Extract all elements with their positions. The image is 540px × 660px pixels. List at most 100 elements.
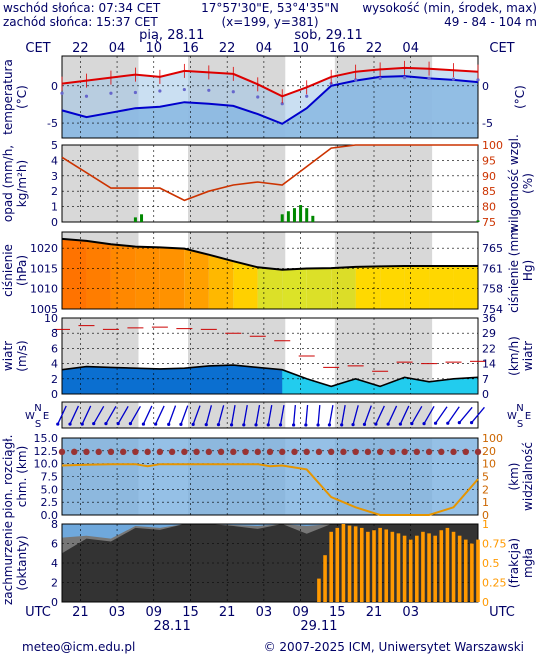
grid-point-text: (x=199, y=381)	[221, 15, 319, 29]
top-tick-label: 22	[366, 41, 383, 56]
cloud-left-tick: 6	[51, 538, 58, 551]
wind-direction-arrow	[267, 405, 273, 425]
wind-speed-line	[61, 364, 479, 388]
fog-bar	[463, 539, 468, 602]
precipitation-left-tick: 2	[51, 185, 58, 198]
precipitation-left-tick: 0	[51, 216, 58, 229]
cloud-ceiling-dot	[254, 448, 261, 456]
wind-direction-arrowhead	[56, 422, 60, 426]
fog-bar	[421, 531, 425, 602]
pressure-left-tick: 1015	[30, 262, 58, 275]
pressure-area	[110, 244, 136, 309]
precipitation-ylabel-right: (%)	[521, 173, 535, 194]
wind-speed-area-low	[282, 369, 478, 394]
cloud-ceiling-dot	[340, 448, 347, 456]
wind-direction-arrow	[328, 405, 334, 425]
fog-bar	[402, 535, 407, 602]
wind-direction-arrow	[155, 405, 165, 425]
wind-direction-arrowhead	[278, 423, 283, 427]
wind-right-tick: 36	[482, 312, 496, 325]
precipitation-ylabel-left: kg/m²h)	[15, 160, 29, 207]
temperature-dot	[231, 90, 235, 94]
cloud-left-tick: 0	[51, 596, 58, 609]
cloud-left-tick: 2	[51, 577, 58, 590]
precipitation-left-tick: 5	[51, 139, 58, 152]
pressure-ylabel-right: Hg)	[521, 260, 535, 281]
cloud-ceiling-dot	[71, 448, 78, 456]
fog-bar	[476, 539, 480, 602]
wind-ylabel-right: wiatr	[521, 341, 535, 371]
temperature-dot	[280, 102, 284, 106]
visibility-line	[61, 463, 479, 516]
temperature-dot	[305, 94, 309, 98]
pressure-ylabel-right: ciśnienie (mm	[507, 228, 521, 313]
wind-direction-arrow	[243, 405, 248, 425]
fog-bar	[359, 527, 364, 602]
fog-bar	[457, 535, 462, 602]
cloud-ceiling-dot	[230, 448, 237, 456]
visibility-right-tick: 100	[482, 432, 503, 445]
wind-direction-arrowhead	[128, 422, 133, 426]
cloud-left-tick: 8	[51, 518, 58, 531]
cloud-ceiling-dot	[83, 448, 90, 456]
compass-left-north: N	[34, 403, 41, 414]
wind-direction-arrow	[192, 405, 201, 425]
temperature-right-tick: 0	[482, 80, 489, 93]
temperature-line	[61, 66, 479, 98]
cloud-right-tick: 0.75	[482, 538, 507, 551]
bottom-tick-label: 21	[72, 605, 89, 620]
wind-left-tick: 10	[44, 312, 58, 325]
coordinates-text: 17°57'30"E, 53°4'35"N	[201, 1, 339, 15]
pressure-area	[331, 266, 356, 309]
pressure-ylabel-left: ciśnienie	[1, 244, 15, 297]
top-tick-label: 16	[182, 41, 199, 56]
precipitation-left-tick: 4	[51, 154, 58, 167]
fog-bar	[323, 555, 327, 602]
wind-direction-arrow	[375, 405, 385, 425]
cloud-right-tick: 0	[482, 596, 489, 609]
wind-right-tick: 22	[482, 342, 496, 355]
cloud-ceiling-dot	[193, 448, 200, 456]
bottom-tick-label: 15	[182, 605, 199, 620]
fog-bar	[366, 531, 370, 602]
pressure-area	[453, 266, 478, 309]
temperature-panel-border	[61, 55, 479, 139]
rain-bar	[311, 215, 315, 222]
wind-direction-arrow	[93, 406, 105, 424]
pressure-area	[159, 247, 185, 309]
pressure-right-tick: 758	[482, 283, 503, 296]
fog-bar	[396, 533, 401, 602]
wind-left-tick: 8	[51, 327, 58, 340]
fog-bar	[427, 533, 431, 602]
rain-bar	[133, 217, 137, 222]
dew-point-line	[61, 75, 479, 125]
temperature-dot	[402, 76, 407, 80]
cloud-ceiling-dot	[438, 448, 445, 456]
wind-direction-arrowhead	[116, 422, 120, 426]
precipitation-night-band	[62, 145, 139, 222]
temperature-dot	[182, 87, 186, 92]
humidity-line	[61, 144, 478, 202]
fog-bar	[329, 531, 333, 602]
visibility-right-tick: 20	[482, 445, 496, 458]
wind-direction-arrow	[129, 406, 141, 424]
temperature-right-tick: -5	[482, 117, 493, 130]
wind-left-tick: 4	[51, 358, 58, 371]
fog-bar	[451, 531, 456, 602]
cloud-ceiling-dot	[376, 448, 384, 456]
pressure-left-tick: 1005	[30, 303, 58, 316]
fog-bar	[439, 530, 444, 602]
wind-direction-arrow	[69, 405, 80, 425]
fog-bar	[341, 524, 346, 602]
cloud-ceiling-dot	[401, 448, 408, 456]
wind-direction-arrowhead	[446, 421, 450, 425]
fog-bar	[445, 527, 450, 602]
wind-direction-arrowhead	[254, 423, 258, 427]
top-axis-label: CET	[25, 41, 50, 56]
temperature-ylabel-left: temperatura	[1, 59, 15, 135]
contact-email[interactable]: meteo@icm.edu.pl	[22, 640, 136, 654]
visibility-left-tick: 15.0	[34, 432, 59, 445]
temperature-area	[62, 67, 478, 138]
temperature-left-tick: -5	[47, 117, 58, 130]
wind-direction-arrow	[230, 405, 236, 425]
